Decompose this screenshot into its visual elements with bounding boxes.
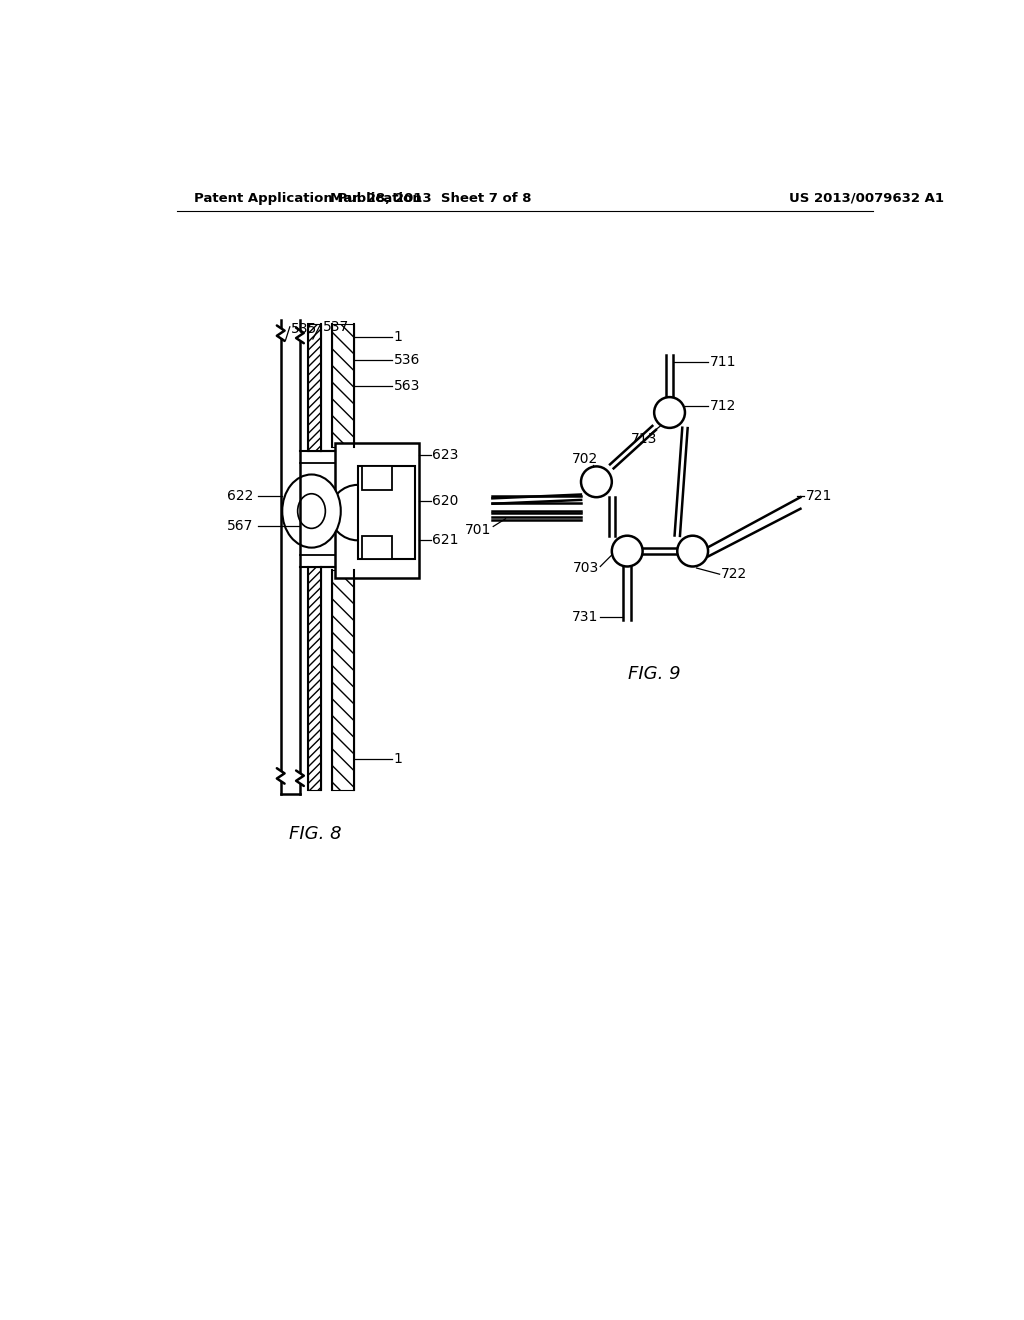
Text: 620: 620 bbox=[432, 494, 459, 508]
Text: 1: 1 bbox=[394, 330, 402, 345]
Bar bbox=[333, 323, 354, 447]
Text: 712: 712 bbox=[710, 400, 736, 413]
Text: 623: 623 bbox=[432, 447, 459, 462]
Text: 1: 1 bbox=[394, 752, 402, 766]
Circle shape bbox=[581, 466, 611, 498]
Bar bbox=[333, 570, 354, 789]
Text: Patent Application Publication: Patent Application Publication bbox=[195, 191, 422, 205]
Bar bbox=[307, 323, 321, 451]
Text: 563: 563 bbox=[394, 379, 420, 392]
Text: FIG. 8: FIG. 8 bbox=[289, 825, 342, 843]
Bar bbox=[307, 566, 321, 789]
Bar bbox=[361, 466, 392, 490]
Bar bbox=[361, 536, 392, 558]
Text: 622: 622 bbox=[227, 488, 254, 503]
Text: FIG. 9: FIG. 9 bbox=[628, 665, 681, 684]
Text: 536: 536 bbox=[394, 354, 420, 367]
Text: 711: 711 bbox=[710, 355, 736, 370]
Text: 731: 731 bbox=[572, 610, 599, 623]
Text: 713: 713 bbox=[631, 433, 657, 446]
Circle shape bbox=[654, 397, 685, 428]
Text: 702: 702 bbox=[571, 451, 598, 466]
Text: 567: 567 bbox=[227, 520, 254, 533]
Text: US 2013/0079632 A1: US 2013/0079632 A1 bbox=[788, 191, 944, 205]
Text: 537: 537 bbox=[323, 321, 349, 334]
Ellipse shape bbox=[283, 474, 341, 548]
Text: 722: 722 bbox=[721, 568, 748, 581]
Bar bbox=[357, 466, 416, 558]
Text: Mar. 28, 2013  Sheet 7 of 8: Mar. 28, 2013 Sheet 7 of 8 bbox=[330, 191, 531, 205]
Text: 701: 701 bbox=[465, 523, 490, 536]
Text: 621: 621 bbox=[432, 532, 459, 546]
Text: 535: 535 bbox=[291, 322, 317, 337]
Text: 703: 703 bbox=[572, 561, 599, 576]
Ellipse shape bbox=[298, 494, 326, 528]
Bar bbox=[335, 444, 419, 578]
Circle shape bbox=[611, 536, 643, 566]
Circle shape bbox=[677, 536, 708, 566]
Text: 721: 721 bbox=[806, 488, 833, 503]
